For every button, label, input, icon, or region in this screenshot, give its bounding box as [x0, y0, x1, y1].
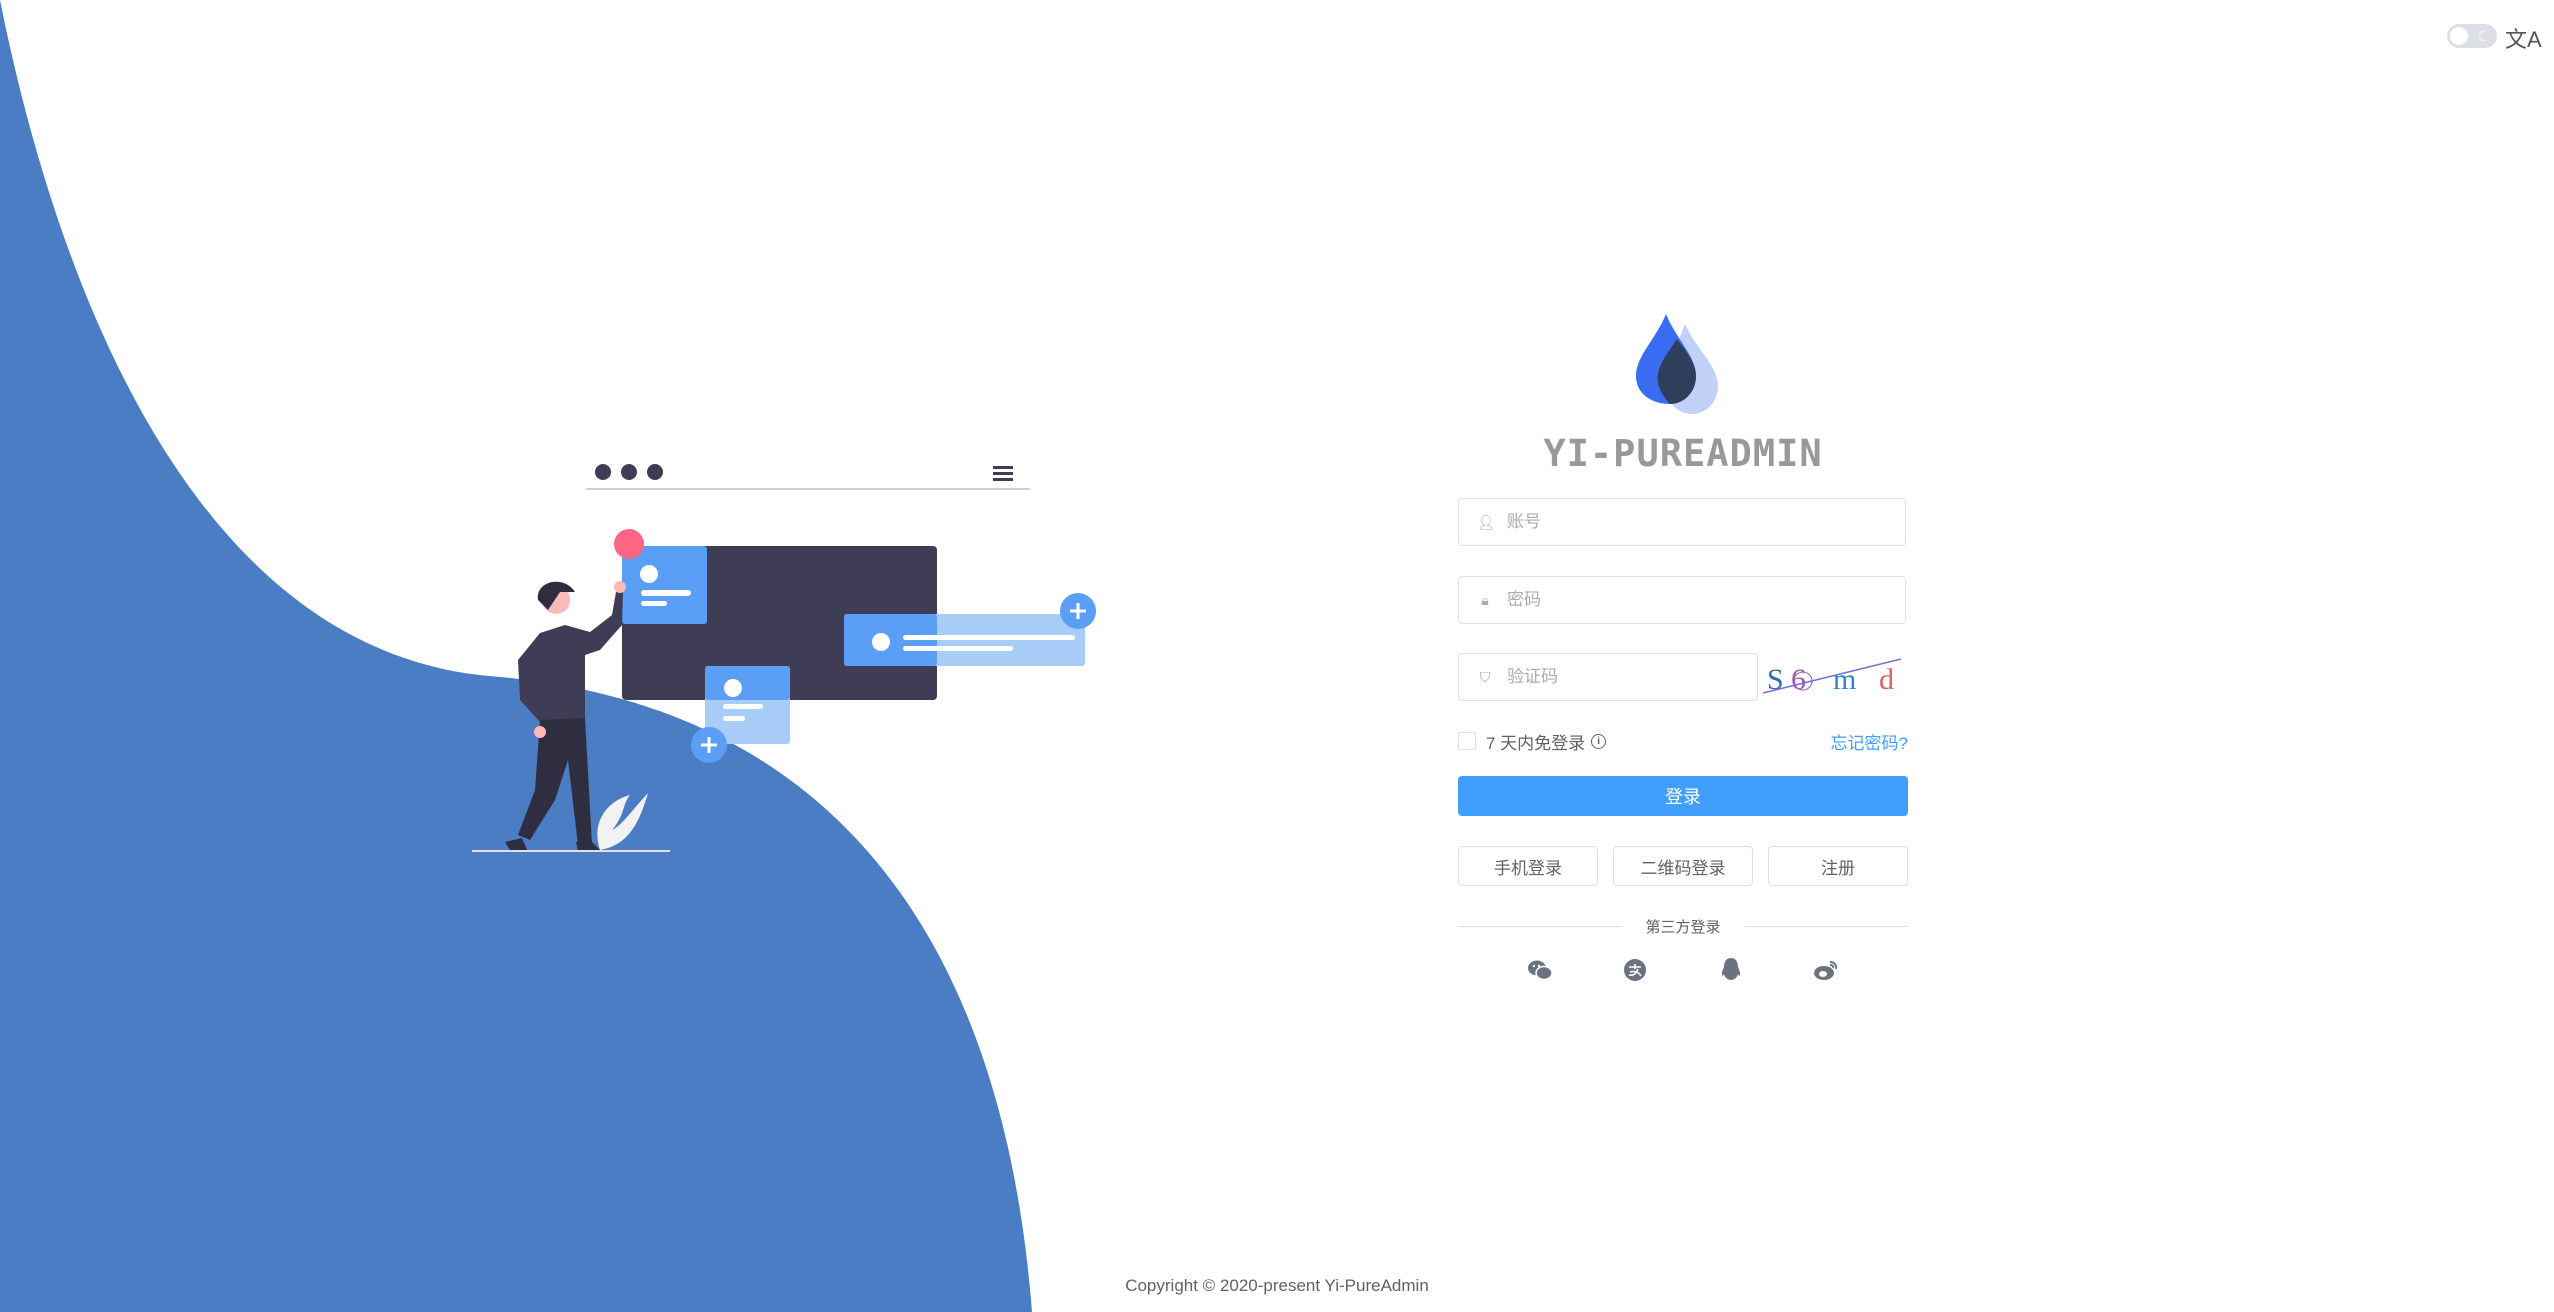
- third-party-label: 第三方登录: [1645, 918, 1721, 936]
- remember-label: 7 天内免登录: [1486, 733, 1586, 753]
- register-button[interactable]: 注册: [1768, 846, 1908, 886]
- translate-icon[interactable]: 文A: [2505, 27, 2542, 52]
- user-icon: 👤︎: [1477, 513, 1495, 530]
- captcha-field[interactable]: ⛉: [1458, 653, 1758, 701]
- remember-checkbox[interactable]: 7 天内免登录 i: [1458, 729, 1607, 754]
- checkbox-box[interactable]: [1458, 732, 1476, 750]
- username-input[interactable]: [1505, 511, 1905, 533]
- captcha-char: 6: [1791, 663, 1806, 696]
- person-illustration: [472, 581, 670, 852]
- login-button[interactable]: 登录: [1458, 776, 1908, 816]
- lock-icon: 🔒︎: [1481, 591, 1489, 608]
- forgot-password-link[interactable]: 忘记密码?: [1830, 733, 1908, 753]
- alipay-icon[interactable]: [1620, 955, 1650, 985]
- captcha-char: S: [1767, 663, 1784, 696]
- moon-icon: ☾: [2477, 28, 2490, 44]
- remember-row: 7 天内免登录 i 忘记密码?: [1458, 728, 1908, 754]
- logo-icon: [1636, 314, 1718, 414]
- shield-icon: ⛉: [1479, 668, 1491, 685]
- phone-login-button[interactable]: 手机登录: [1458, 846, 1598, 886]
- weibo-icon[interactable]: [1811, 955, 1841, 985]
- username-field[interactable]: 👤︎: [1458, 498, 1906, 546]
- toggle-knob: [2450, 27, 2468, 45]
- dark-mode-toggle[interactable]: ☾: [2447, 24, 2497, 48]
- browser-illustration: [586, 464, 1096, 763]
- captcha-image[interactable]: S 6 m d: [1763, 653, 1905, 701]
- copyright: Copyright © 2020-present Yi-PureAdmin: [1125, 1276, 1429, 1295]
- captcha-char: m: [1833, 663, 1856, 696]
- background-wave: [0, 0, 1032, 1312]
- captcha-input[interactable]: [1505, 666, 1757, 688]
- qrcode-login-button[interactable]: 二维码登录: [1613, 846, 1753, 886]
- info-icon[interactable]: i: [1591, 733, 1607, 749]
- password-input[interactable]: [1505, 589, 1905, 611]
- app-title: YI-PUREADMIN: [1543, 432, 1823, 475]
- third-party-divider: 第三方登录: [1458, 914, 1909, 938]
- captcha-char: d: [1879, 663, 1894, 696]
- password-field[interactable]: 🔒︎: [1458, 576, 1906, 624]
- qq-icon[interactable]: [1716, 955, 1746, 985]
- wechat-icon[interactable]: [1525, 955, 1555, 985]
